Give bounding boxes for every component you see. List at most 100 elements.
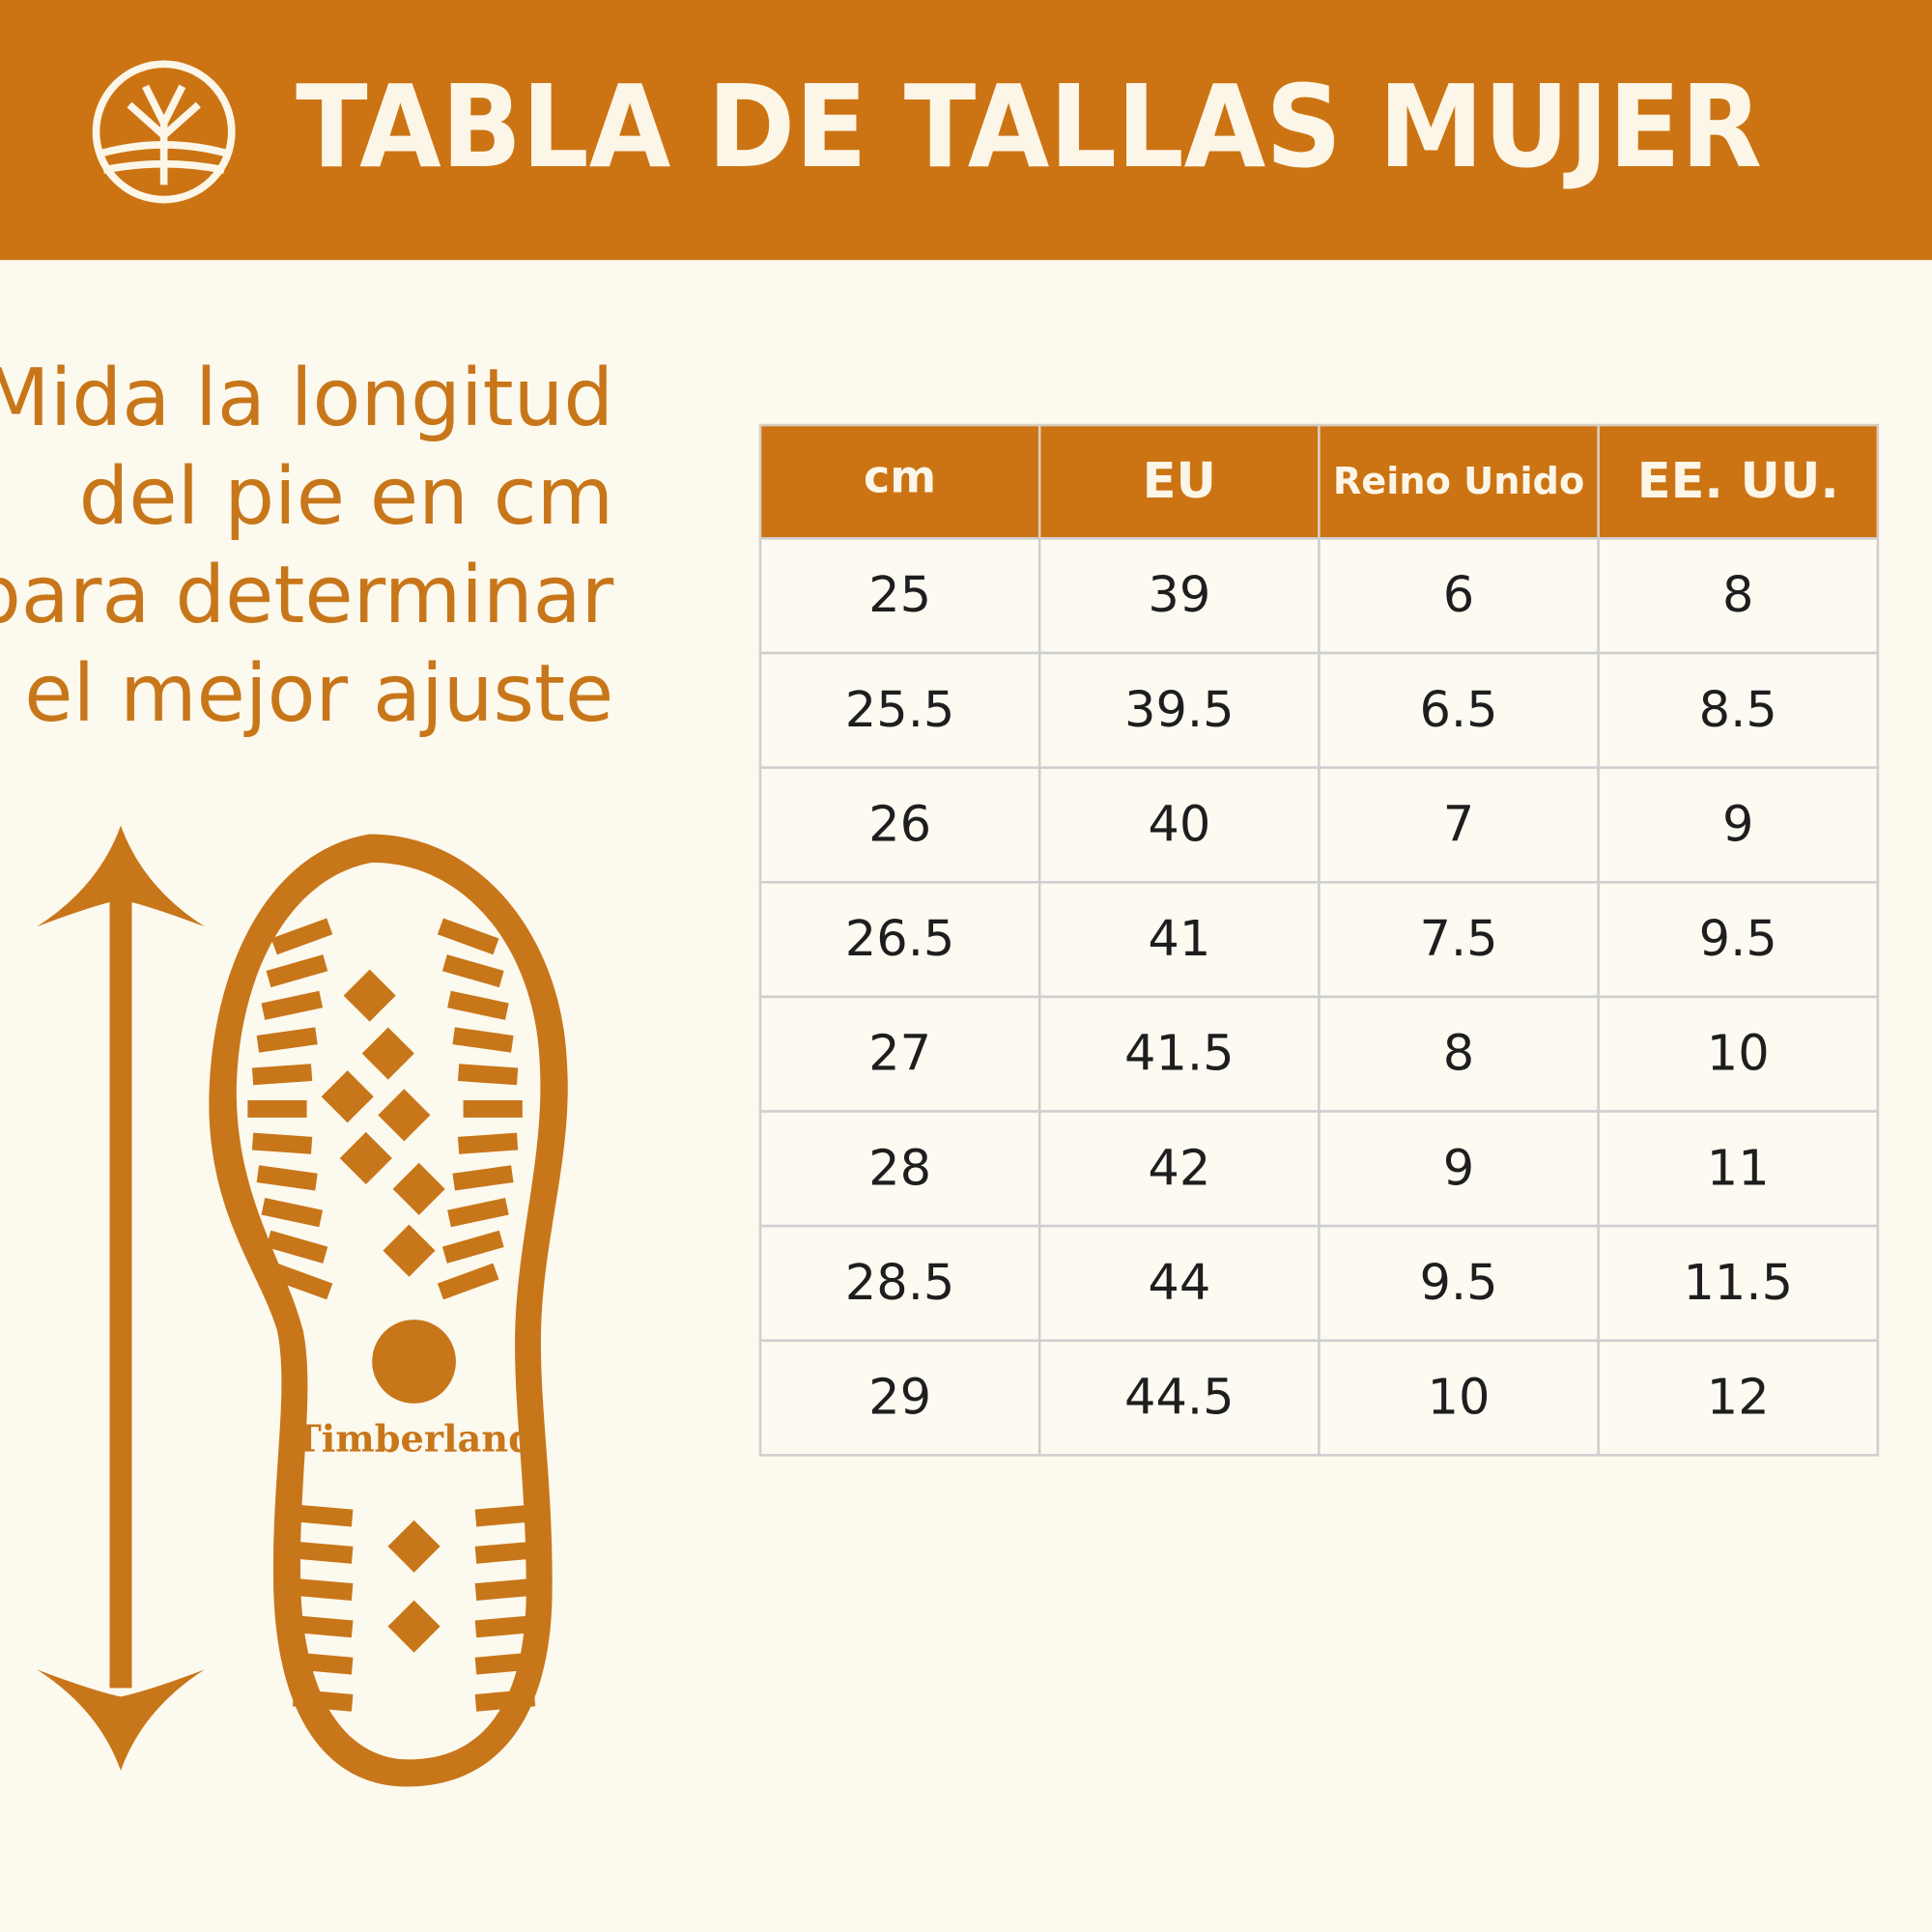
table-cell — [1597, 537, 1880, 655]
sole-illustration: Timberland — [209, 834, 568, 1787]
table-cell — [1037, 651, 1321, 769]
cell-value: 42 — [1148, 1140, 1210, 1197]
sole-lug — [452, 1027, 514, 1053]
cell-value: 11.5 — [1683, 1255, 1793, 1312]
sole-lug — [292, 1615, 354, 1638]
sole-lug — [441, 1230, 504, 1264]
sole-lug — [437, 1263, 499, 1300]
column-header: cm — [864, 451, 936, 503]
sole-lug — [292, 1577, 354, 1601]
sole-lug — [292, 1689, 354, 1712]
cell-value: 10 — [1707, 1026, 1770, 1083]
sole-lug — [261, 990, 324, 1020]
table-cell — [1318, 1339, 1600, 1457]
page-title: TABLA DE TALLAS MUJER — [296, 61, 1762, 193]
sole-brand: Timberland — [294, 1418, 534, 1462]
sole-lug — [447, 990, 509, 1020]
table-cell — [758, 651, 1041, 769]
table-cell — [1597, 880, 1880, 999]
sole-lug — [270, 1263, 333, 1300]
cell-value: 8 — [1722, 567, 1753, 624]
cell-value: 39.5 — [1124, 682, 1235, 739]
cell-value: 9.5 — [1699, 911, 1777, 968]
sole-lug — [270, 918, 333, 955]
cell-value: 7.5 — [1419, 911, 1497, 968]
size-table: cm EU Reino Unido EE. UU. 25 39 6 8 25.5 39.5 6.5 8… — [758, 423, 1880, 1457]
table-cell — [758, 1339, 1041, 1457]
sole-lug — [441, 954, 504, 988]
cell-value: 26.5 — [845, 911, 955, 968]
cell-value: 9 — [1722, 796, 1753, 853]
table-cell — [1037, 880, 1321, 999]
cell-value: 12 — [1707, 1370, 1770, 1427]
table-cell — [1318, 651, 1600, 769]
header-cell — [1318, 423, 1600, 540]
table-cell — [758, 766, 1041, 884]
table-cell — [1597, 1110, 1880, 1228]
cell-value: 6.5 — [1419, 682, 1497, 739]
sole-lug — [474, 1689, 536, 1712]
column-header: Reino Unido — [1333, 460, 1584, 503]
table-cell — [1597, 1224, 1880, 1343]
table-cell — [758, 995, 1041, 1113]
cell-value: 28 — [868, 1140, 931, 1197]
cell-value: 40 — [1148, 796, 1210, 853]
sole-lug — [247, 1100, 307, 1118]
sole-lug — [457, 1132, 519, 1154]
sole-lug — [251, 1064, 313, 1086]
length-arrow — [37, 825, 205, 1771]
cell-value: 7 — [1443, 796, 1474, 853]
instruction-line: para determinar — [0, 550, 614, 641]
sole-lug — [251, 1132, 313, 1154]
cell-value: 25 — [868, 567, 931, 624]
sole-lug — [256, 1027, 318, 1053]
table-cell — [1037, 766, 1321, 884]
sole-lug — [261, 1198, 324, 1228]
sole-lug — [292, 1652, 354, 1675]
sole-lug — [387, 1600, 440, 1653]
sole-lug — [256, 1165, 318, 1191]
cell-value: 44 — [1148, 1255, 1210, 1312]
sole-lug — [474, 1541, 536, 1564]
sole-inner — [236, 862, 541, 1760]
sole-lug — [474, 1652, 536, 1675]
cell-value: 11 — [1707, 1140, 1770, 1197]
instruction-line: del pie en cm — [79, 451, 614, 543]
cell-value: 41 — [1148, 911, 1210, 968]
cell-value: 25.5 — [845, 682, 955, 739]
sole-lug — [266, 1230, 328, 1264]
sole-lug — [463, 1100, 523, 1118]
table-cell — [758, 880, 1041, 999]
sole-lug — [292, 1541, 354, 1564]
table-cell — [1037, 995, 1321, 1113]
header-cell — [1037, 423, 1321, 540]
sole-lug — [452, 1165, 514, 1191]
cell-value: 39 — [1148, 567, 1210, 624]
cell-value: 8.5 — [1699, 682, 1777, 739]
cell-value: 44.5 — [1124, 1370, 1235, 1427]
sole-logo — [372, 1320, 456, 1404]
header-band — [0, 0, 1932, 261]
table-cell — [1318, 766, 1600, 884]
sole-lug — [266, 954, 328, 988]
cell-value: 27 — [868, 1026, 931, 1083]
sole-lug — [447, 1198, 509, 1228]
cell-value: 9.5 — [1419, 1255, 1497, 1312]
logo — [92, 60, 236, 204]
table-cell — [1597, 651, 1880, 769]
sole-lug — [474, 1577, 536, 1601]
table-cell — [1318, 880, 1600, 999]
cell-value: 10 — [1428, 1370, 1491, 1427]
cell-value: 28.5 — [845, 1255, 955, 1312]
sole-lug — [292, 1504, 354, 1527]
sole-lug — [457, 1064, 519, 1086]
cell-value: 8 — [1443, 1026, 1474, 1083]
instruction-line: Mida la longitud — [0, 353, 613, 444]
sole-lug — [474, 1504, 536, 1527]
table-cell — [1597, 1339, 1880, 1457]
sole-lug — [437, 918, 499, 955]
cell-value: 9 — [1443, 1140, 1474, 1197]
cell-value: 41.5 — [1124, 1026, 1235, 1083]
